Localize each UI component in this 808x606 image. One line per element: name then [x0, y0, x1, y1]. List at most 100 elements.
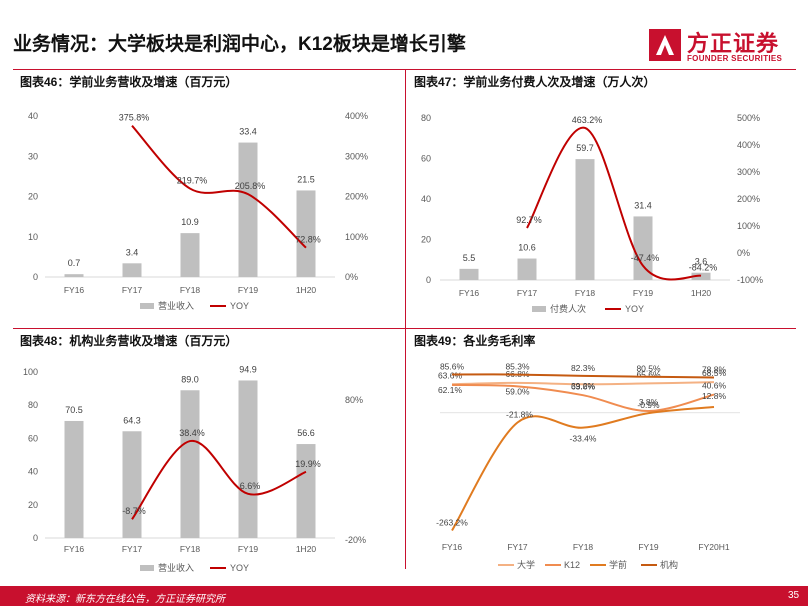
- bar: [517, 258, 537, 280]
- y2-tick-label: 300%: [737, 167, 760, 177]
- margin-data-label: 63.6%: [571, 381, 596, 391]
- bar: [238, 380, 258, 538]
- series-line-学前: [451, 406, 715, 532]
- bar-data-label: 5.5: [463, 253, 476, 263]
- bar: [296, 190, 316, 277]
- bar: [296, 444, 316, 538]
- bar-data-label: 64.3: [123, 415, 141, 425]
- margin-data-label: 63.6%: [438, 370, 463, 380]
- x-tick-label: 1H20: [691, 288, 712, 298]
- bar-data-label: 31.4: [634, 200, 652, 210]
- margin-data-label: -0.9%: [637, 400, 660, 410]
- bar: [691, 272, 711, 280]
- bar: [633, 216, 653, 280]
- bar-data-label: 21.5: [297, 174, 315, 184]
- x-tick-label: FY17: [122, 285, 143, 295]
- y-tick-label: 20: [421, 235, 431, 245]
- x-tick-label: FY16: [459, 288, 480, 298]
- margin-data-label: 59.0%: [505, 386, 530, 396]
- x-tick-label: FY18: [575, 288, 596, 298]
- margin-data-label: 65.6%: [636, 369, 661, 379]
- margin-data-label: 78.8%: [702, 364, 727, 374]
- yoy-data-label: 463.2%: [572, 115, 603, 125]
- y2-tick-label: 100%: [345, 232, 368, 242]
- middle-divider: [13, 328, 796, 329]
- x-tick-label: FY16: [442, 542, 463, 552]
- y-tick-label: 40: [421, 194, 431, 204]
- logo-text-cn: 方正证券: [687, 31, 780, 56]
- margin-data-label: 68.5%: [702, 368, 727, 378]
- legend-label: 学前: [609, 559, 627, 570]
- yoy-data-label: 219.7%: [177, 176, 208, 186]
- margin-data-label: 80.5%: [636, 364, 661, 374]
- bar-data-label: 0.7: [68, 258, 81, 268]
- yoy-data-label: -47.4%: [631, 253, 660, 263]
- series-line-大学: [451, 381, 715, 386]
- x-tick-label: FY18: [180, 544, 201, 554]
- margin-data-label: 85.6%: [440, 361, 465, 371]
- y-tick-label: 0: [33, 272, 38, 282]
- header-divider: [13, 69, 796, 70]
- x-tick-label: FY19: [638, 542, 659, 552]
- y-tick-label: 60: [421, 154, 431, 164]
- legend-label: 机构: [660, 559, 678, 570]
- caption-chart47: 图表47：学前业务付费人次及增速（万人次）: [414, 75, 656, 89]
- legend-bar-swatch: [532, 306, 546, 312]
- y-tick-label: 10: [28, 232, 38, 242]
- legend-bar-label: 付费人次: [550, 303, 586, 314]
- y-tick-label: 20: [28, 500, 38, 510]
- legend-line-label: YOY: [230, 301, 249, 311]
- footer-bar: [0, 586, 808, 606]
- founder-logo-icon: [649, 29, 681, 61]
- margin-data-label: 3.8%: [639, 397, 659, 407]
- yoy-data-label: 38.4%: [179, 428, 205, 438]
- y2-tick-label: -100%: [737, 275, 763, 285]
- bar: [575, 159, 595, 280]
- legend-bar-swatch: [140, 303, 154, 309]
- series-line-机构: [451, 373, 715, 379]
- y-tick-label: 80: [28, 400, 38, 410]
- y2-tick-label: 300%: [345, 151, 368, 161]
- legend-line-label: YOY: [625, 304, 644, 314]
- yoy-data-label: 92.7%: [516, 215, 542, 225]
- bar: [64, 274, 84, 277]
- caption-chart46: 图表46：学前业务营收及增速（百万元）: [20, 75, 238, 89]
- company-logo: 方正证券 FOUNDER SECURITIES: [647, 25, 797, 71]
- y2-tick-label: -20%: [345, 535, 366, 545]
- y-tick-label: 40: [28, 467, 38, 477]
- x-tick-label: FY19: [238, 544, 259, 554]
- y2-tick-label: 400%: [737, 140, 760, 150]
- bar-data-label: 56.6: [297, 428, 315, 438]
- yoy-data-label: 375.8%: [119, 113, 150, 123]
- bar: [64, 420, 84, 538]
- bar-data-label: 94.9: [239, 364, 257, 374]
- x-tick-label: FY18: [573, 542, 594, 552]
- panel-divider: [405, 69, 406, 569]
- bar-data-label: 89.0: [181, 374, 199, 384]
- margin-data-label: -21.8%: [506, 409, 533, 419]
- bar-data-label: 10.6: [518, 243, 536, 253]
- y2-tick-label: 200%: [737, 194, 760, 204]
- yoy-data-label: 72.8%: [295, 235, 321, 245]
- legend-label: 大学: [517, 559, 535, 570]
- margin-data-label: -33.4%: [570, 434, 597, 444]
- yoy-data-label: -8.7%: [122, 506, 146, 516]
- y2-tick-label: 0%: [737, 248, 750, 258]
- yoy-data-label: 205.8%: [235, 181, 266, 191]
- legend-line-label: YOY: [230, 563, 249, 573]
- y2-tick-label: 200%: [345, 192, 368, 202]
- x-tick-label: FY16: [64, 285, 85, 295]
- bar-data-label: 10.9: [181, 217, 199, 227]
- legend-label: K12: [564, 560, 580, 570]
- margin-data-label: 62.1%: [438, 385, 463, 395]
- y2-tick-label: 80%: [345, 395, 363, 405]
- margin-data-label: 40.6%: [702, 381, 727, 391]
- yoy-data-label: 6.6%: [240, 481, 261, 491]
- y-tick-label: 40: [28, 111, 38, 121]
- yoy-line: [526, 126, 702, 281]
- x-tick-label: FY17: [517, 288, 538, 298]
- bar-data-label: 70.5: [65, 405, 83, 415]
- bar: [122, 263, 142, 277]
- legend-bar-swatch: [140, 565, 154, 571]
